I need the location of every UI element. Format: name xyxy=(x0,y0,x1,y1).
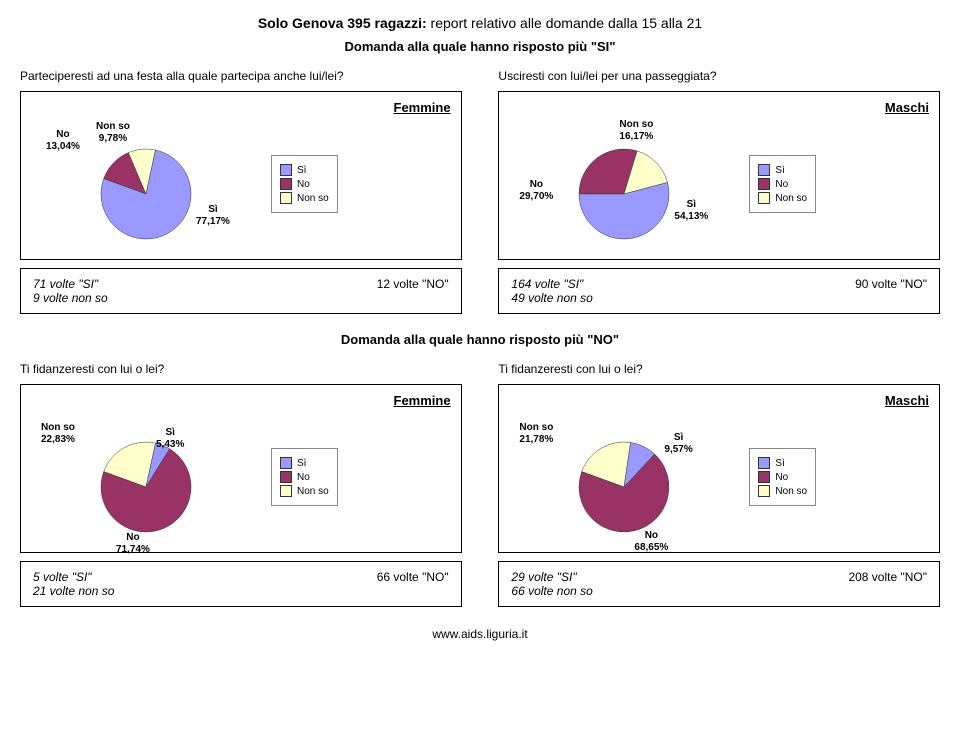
q-bot-left: Ti fidanzeresti con lui o lei? xyxy=(20,362,462,376)
legend: Sì No Non so xyxy=(749,448,816,506)
pie-bot-femmine: Non so22,83%Sì5,43%No71,74% xyxy=(31,412,261,542)
swatch-si xyxy=(280,164,292,176)
subtitle-si: Domanda alla quale hanno risposto più "S… xyxy=(20,39,940,54)
legend: Sì No Non so xyxy=(749,155,816,213)
legend: Sì No Non so xyxy=(271,155,338,213)
footer-url: www.aids.liguria.it xyxy=(20,627,940,641)
pie-top-femmine: No13,04%Non so9,78%Sì77,17% xyxy=(31,119,261,249)
counts-bot-femmine: 5 volte "SI" 21 volte non so 66 volte "N… xyxy=(20,561,462,607)
subtitle-no: Domanda alla quale hanno risposto più "N… xyxy=(20,332,940,347)
main-title: Solo Genova 395 ragazzi: report relativo… xyxy=(20,15,940,31)
counts-top-femmine: 71 volte "SI" 9 volte non so 12 volte "N… xyxy=(20,268,462,314)
chart-top-maschi: Maschi No29,70%Non so16,17%Sì54,13% Sì N… xyxy=(498,91,940,260)
chart-top-femmine: Femmine No13,04%Non so9,78%Sì77,17% Sì N… xyxy=(20,91,462,260)
counts-top-maschi: 164 volte "SI" 49 volte non so 90 volte … xyxy=(498,268,940,314)
counts-bot-maschi: 29 volte "SI" 66 volte non so 208 volte … xyxy=(498,561,940,607)
pie-top-maschi: No29,70%Non so16,17%Sì54,13% xyxy=(509,119,739,249)
title-rest: report relativo alle domande dalla 15 al… xyxy=(427,15,703,31)
q-top-right: Usciresti con lui/lei per una passeggiat… xyxy=(498,69,940,83)
legend: Sì No Non so xyxy=(271,448,338,506)
chart-bot-maschi: Maschi Non so21,78%Sì9,57%No68,65% Sì No… xyxy=(498,384,940,553)
q-top-left: Parteciperesti ad una festa alla quale p… xyxy=(20,69,462,83)
title-bold: Solo Genova 395 ragazzi: xyxy=(258,15,427,31)
chart-head-maschi: Maschi xyxy=(509,100,929,115)
chart-head-femmine: Femmine xyxy=(31,100,451,115)
chart-bot-femmine: Femmine Non so22,83%Sì5,43%No71,74% Sì N… xyxy=(20,384,462,553)
pie-bot-maschi: Non so21,78%Sì9,57%No68,65% xyxy=(509,412,739,542)
q-bot-right: Ti fidanzeresti con lui o lei? xyxy=(498,362,940,376)
swatch-no xyxy=(280,178,292,190)
swatch-nonso xyxy=(280,192,292,204)
